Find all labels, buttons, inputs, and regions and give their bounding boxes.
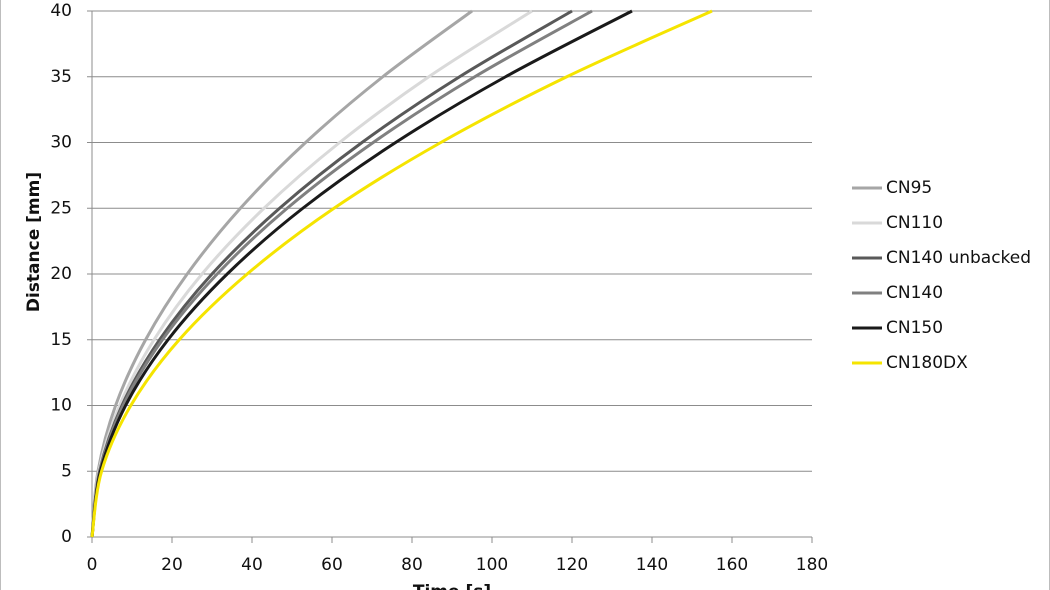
legend-label: CN150 <box>886 318 943 338</box>
legend-label: CN140 <box>886 283 943 303</box>
y-tick-label: 30 <box>50 133 72 153</box>
y-tick-label: 15 <box>50 330 72 350</box>
y-tick-label: 10 <box>50 396 72 416</box>
x-tick-label: 160 <box>716 555 748 575</box>
legend-label: CN140 unbacked <box>886 248 1031 268</box>
legend-label: CN110 <box>886 213 943 233</box>
x-tick-label: 100 <box>476 555 508 575</box>
x-tick-label: 80 <box>401 555 423 575</box>
legend-label: CN95 <box>886 178 932 198</box>
y-tick-label: 5 <box>61 461 72 481</box>
x-tick-label: 40 <box>241 555 263 575</box>
x-tick-label: 0 <box>87 555 98 575</box>
series-line <box>90 9 713 538</box>
y-tick-label: 35 <box>50 67 72 87</box>
x-axis-label: Time [s] <box>413 582 491 590</box>
x-tick-label: 20 <box>161 555 183 575</box>
y-tick-label: 40 <box>50 1 72 21</box>
x-tick-label: 140 <box>636 555 668 575</box>
x-tick-label: 180 <box>796 555 828 575</box>
y-tick-label: 20 <box>50 264 72 284</box>
series-line <box>90 9 633 538</box>
legend-label: CN180DX <box>886 353 968 373</box>
x-tick-label: 60 <box>321 555 343 575</box>
y-tick-label: 25 <box>50 198 72 218</box>
y-axis-label: Distance [mm] <box>24 172 44 312</box>
y-tick-label: 0 <box>61 527 72 547</box>
series-line <box>90 9 473 538</box>
x-tick-label: 120 <box>556 555 588 575</box>
